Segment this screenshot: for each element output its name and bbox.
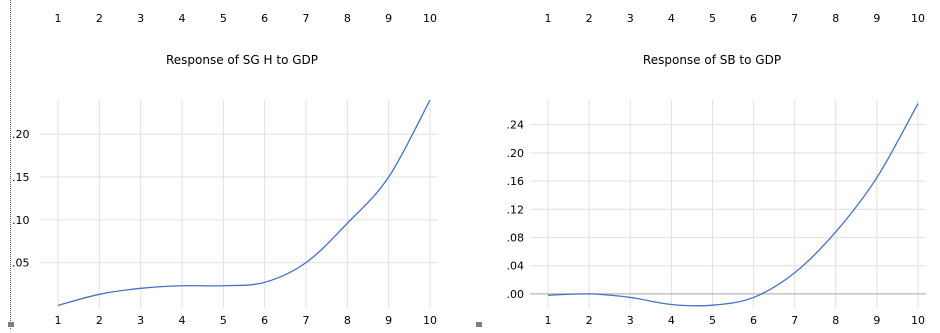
y-axis: .05 .10 .15 .20 — [12, 128, 30, 269]
top-x-tick-label: 8 — [832, 12, 839, 25]
top-x-tick-label: 1 — [55, 12, 62, 25]
top-x-tick-label: 4 — [179, 12, 186, 25]
x-axis: 1 2 3 4 5 6 7 8 9 10 — [55, 314, 438, 327]
x-tick-label: 10 — [911, 314, 925, 327]
y-tick-label: .12 — [507, 203, 525, 216]
top-x-tick-label: 9 — [385, 12, 392, 25]
top-x-tick-label: 2 — [96, 12, 103, 25]
x-tick-label: 2 — [586, 314, 593, 327]
y-tick-label: .00 — [507, 288, 525, 301]
top-x-tick-label: 2 — [586, 12, 593, 25]
x-tick-label: 5 — [709, 314, 716, 327]
top-x-tick-label: 5 — [220, 12, 227, 25]
x-tick-label: 9 — [873, 314, 880, 327]
y-tick-label: .04 — [507, 260, 525, 273]
series-line — [547, 103, 919, 307]
x-axis: 1 2 3 4 5 6 7 8 9 10 — [545, 314, 926, 327]
y-axis: .00 .04 .08 .12 .16 .20 .24 — [507, 119, 525, 301]
top-x-tick-label: 7 — [791, 12, 798, 25]
series-lines — [547, 103, 919, 307]
y-tick-label: .24 — [507, 119, 525, 132]
top-x-tick-label: 5 — [709, 12, 716, 25]
y-tick-label: .08 — [507, 231, 525, 244]
y-tick-label: .15 — [12, 171, 30, 184]
x-tick-label: 4 — [668, 314, 675, 327]
corner-handle-middle[interactable] — [476, 322, 482, 327]
chart-panel-sgh: Response of SG H to GDP .05 .10 .15 .20 1 2 3… — [12, 53, 438, 327]
gridlines — [530, 100, 926, 308]
y-tick-label: .16 — [507, 175, 525, 188]
top-x-tick-label: 7 — [303, 12, 310, 25]
x-tick-label: 7 — [303, 314, 310, 327]
x-tick-label: 3 — [137, 314, 144, 327]
top-x-tick-label: 10 — [911, 12, 925, 25]
corner-handle-left[interactable] — [8, 322, 14, 327]
x-tick-label: 7 — [791, 314, 798, 327]
x-tick-label: 1 — [55, 314, 62, 327]
chart-panel-sb: Response of SB to GDP .00 .04 .08 .12 .16 .20… — [507, 53, 926, 327]
chart-title: Response of SG H to GDP — [166, 53, 318, 67]
top-x-tick-label: 3 — [137, 12, 144, 25]
x-tick-label: 4 — [179, 314, 186, 327]
top-x-tick-label: 6 — [750, 12, 757, 25]
selection-border — [10, 0, 11, 329]
top-x-tick-label: 10 — [423, 12, 437, 25]
x-tick-label: 5 — [220, 314, 227, 327]
x-tick-label: 6 — [750, 314, 757, 327]
y-tick-label: .05 — [12, 257, 30, 270]
x-tick-label: 1 — [545, 314, 552, 327]
y-tick-label: .20 — [507, 147, 525, 160]
top-x-tick-label: 3 — [627, 12, 634, 25]
top-x-tick-label: 9 — [873, 12, 880, 25]
top-x-tick-label: 4 — [668, 12, 675, 25]
gridlines — [40, 100, 438, 308]
x-tick-label: 8 — [344, 314, 351, 327]
x-tick-label: 9 — [385, 314, 392, 327]
top-x-tick-label: 6 — [261, 12, 268, 25]
top-x-tick-label: 8 — [344, 12, 351, 25]
y-tick-label: .10 — [12, 214, 30, 227]
y-tick-label: .20 — [12, 128, 30, 141]
series-lines — [57, 99, 431, 307]
x-tick-label: 2 — [96, 314, 103, 327]
top-x-axis-strip: 1 2 3 4 5 6 7 8 9 10 1 2 3 4 5 6 7 8 9 10 — [55, 12, 926, 25]
series-line — [57, 99, 431, 307]
chart-title: Response of SB to GDP — [643, 53, 781, 67]
top-x-tick-label: 1 — [545, 12, 552, 25]
x-tick-label: 10 — [423, 314, 437, 327]
x-tick-label: 6 — [261, 314, 268, 327]
x-tick-label: 8 — [832, 314, 839, 327]
x-tick-label: 3 — [627, 314, 634, 327]
